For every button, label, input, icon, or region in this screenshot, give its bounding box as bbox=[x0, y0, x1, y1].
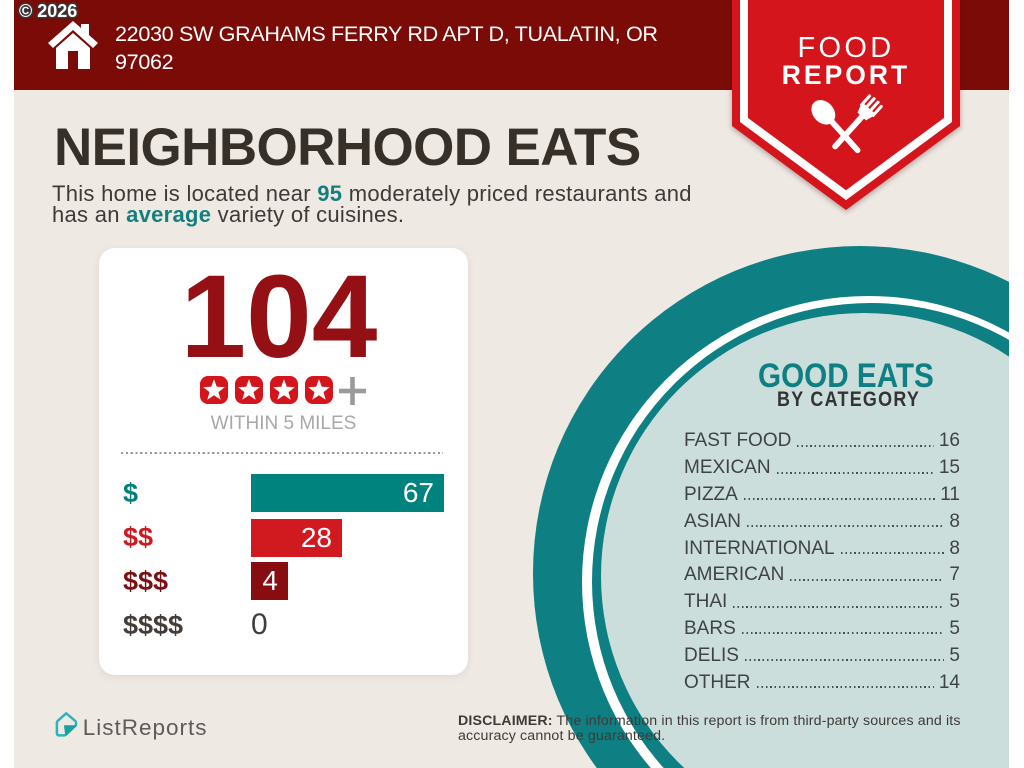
svg-text:REPORT: REPORT bbox=[782, 60, 910, 90]
svg-text:FOOD: FOOD bbox=[798, 32, 895, 64]
